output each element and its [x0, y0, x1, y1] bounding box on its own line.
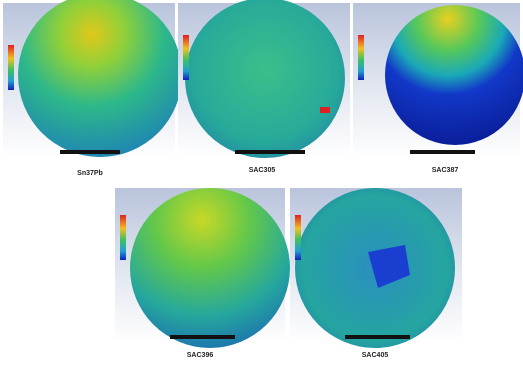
panel-label: SAC387	[432, 167, 459, 174]
panel-label: SAC405	[362, 352, 389, 359]
panel: SAC405	[290, 188, 462, 359]
figure: Sn37Pb SAC305 SAC387 SAC396 SAC405	[0, 0, 523, 367]
panel-label: Sn37Pb	[77, 170, 103, 177]
panel: SAC387	[353, 3, 523, 174]
panel-label: SAC305	[249, 167, 276, 174]
panel: Sn37Pb	[3, 0, 182, 177]
panel: SAC396	[115, 188, 290, 359]
panel-label: SAC396	[187, 352, 214, 359]
panel: SAC305	[178, 0, 350, 174]
